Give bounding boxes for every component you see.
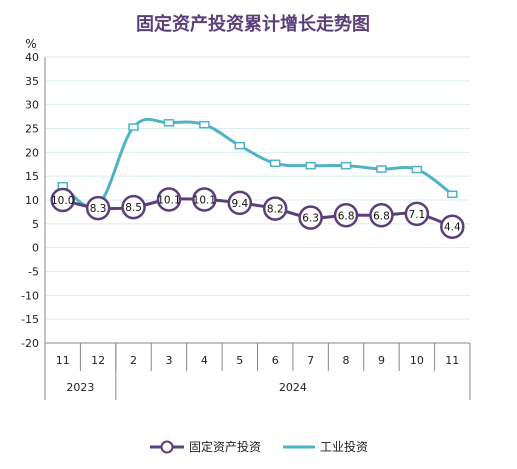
x-tick-label: 7 <box>307 354 314 367</box>
data-point <box>404 201 430 227</box>
data-point <box>369 203 394 228</box>
data-point <box>192 187 217 212</box>
x-tick-label: 5 <box>236 354 243 367</box>
data-label: 6.3 <box>302 213 319 225</box>
series-line <box>61 117 454 209</box>
x-tick-label: 4 <box>201 354 208 367</box>
x-tick-label: 12 <box>91 354 105 367</box>
x-tick-label: 6 <box>272 354 279 367</box>
data-point <box>269 159 281 168</box>
data-label: 6.8 <box>373 210 390 222</box>
data-point <box>340 161 352 170</box>
x-tick-label: 9 <box>378 354 385 367</box>
data-label: 7.1 <box>409 209 426 221</box>
data-point <box>199 120 210 129</box>
x-tick-label: 10 <box>410 354 424 367</box>
data-point <box>440 214 465 239</box>
data-label: 4.4 <box>444 222 461 234</box>
y-tick-label: -10 <box>21 289 39 302</box>
data-point <box>333 203 359 228</box>
y-tick-label: 25 <box>25 123 39 136</box>
y-tick-label: -15 <box>21 313 39 326</box>
y-tick-label: 30 <box>25 99 39 112</box>
data-point <box>298 205 323 230</box>
data-point <box>447 190 458 199</box>
y-tick-label: 0 <box>32 242 39 255</box>
chart-title: 固定资产投资累计增长走势图 <box>136 13 370 35</box>
data-point <box>156 187 182 212</box>
data-point <box>121 194 146 220</box>
data-point <box>227 190 253 216</box>
year-group-label: 2024 <box>279 381 307 394</box>
x-tick-label: 11 <box>56 354 70 367</box>
data-label: 9.4 <box>231 198 248 210</box>
y-axis-unit: % <box>25 37 36 51</box>
x-tick-label: 8 <box>343 354 350 367</box>
year-group-label: 2023 <box>66 381 94 394</box>
data-point <box>376 165 387 173</box>
data-label: 6.8 <box>338 210 355 222</box>
y-tick-label: 35 <box>25 75 39 88</box>
data-point <box>85 195 111 221</box>
y-tick-label: -20 <box>21 337 39 350</box>
y-tick-label: 20 <box>25 146 39 159</box>
data-point <box>50 187 75 213</box>
legend-label: 工业投资 <box>320 439 368 454</box>
data-label: 10.0 <box>51 195 74 207</box>
data-label: 8.5 <box>125 202 142 214</box>
x-tick-label: 11 <box>445 354 459 367</box>
y-tick-label: 40 <box>25 51 39 64</box>
series-line <box>62 197 453 229</box>
x-tick-label: 2 <box>130 354 137 367</box>
data-point <box>128 123 139 131</box>
y-tick-label: 5 <box>32 218 39 231</box>
y-tick-label: 10 <box>25 194 39 207</box>
data-label: 10.1 <box>193 195 216 207</box>
legend-marker <box>160 440 174 454</box>
y-tick-label: 15 <box>25 170 39 183</box>
data-point <box>305 161 316 170</box>
data-point <box>163 119 175 127</box>
x-tick-label: 3 <box>165 354 172 367</box>
data-label: 8.2 <box>267 204 284 216</box>
data-point <box>262 196 288 221</box>
legend-label: 固定资产投资 <box>189 439 261 454</box>
data-label: 10.1 <box>157 195 180 207</box>
data-point <box>411 165 423 174</box>
data-label: 8.3 <box>90 203 107 215</box>
y-tick-label: -5 <box>28 266 39 279</box>
data-point <box>234 141 246 150</box>
